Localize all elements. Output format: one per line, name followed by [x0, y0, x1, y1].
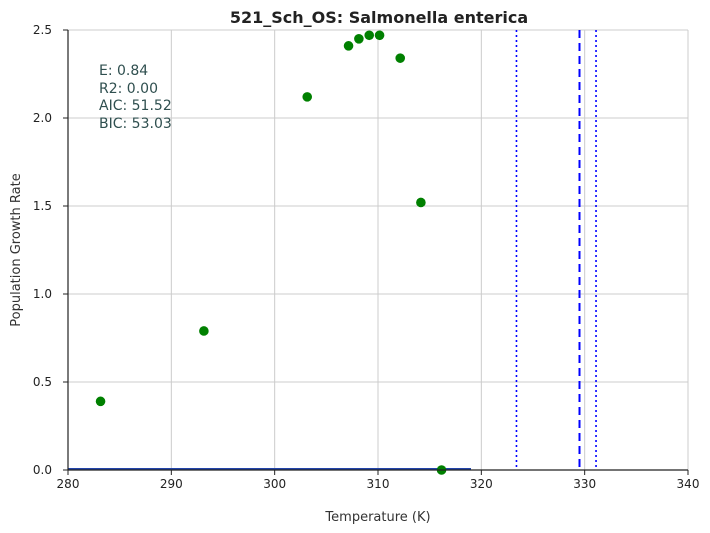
- data-point: [302, 92, 313, 102]
- stat-e: E: 0.84: [99, 63, 148, 79]
- data-point: [364, 30, 375, 41]
- x-tick-label: 290: [160, 477, 183, 491]
- data-point: [199, 326, 209, 336]
- data-points: [95, 30, 447, 475]
- x-tick-label: 300: [263, 477, 286, 491]
- stat-r2: R2: 0.00: [99, 81, 158, 97]
- y-axis-label: Population Growth Rate: [9, 173, 24, 326]
- data-point: [343, 41, 354, 51]
- data-point: [416, 197, 426, 208]
- tick-labels: 280 290 300 310 320 330 340 0.0 0.5 1.0 1.5 2.0 2.5: [33, 23, 700, 491]
- stat-aic: AIC: 51.52: [99, 98, 172, 114]
- data-point: [354, 34, 364, 44]
- x-axis-label: Temperature (K): [324, 510, 430, 525]
- y-tick-label: 0.0: [33, 463, 52, 477]
- x-tick-label: 330: [573, 477, 596, 491]
- y-tick-label: 2.5: [33, 23, 52, 37]
- y-tick-label: 0.5: [33, 375, 52, 389]
- y-tick-label: 2.0: [33, 111, 52, 125]
- data-point: [395, 53, 406, 63]
- y-tick-label: 1.5: [33, 199, 52, 213]
- x-tick-label: 310: [367, 477, 390, 491]
- x-tick-label: 340: [677, 477, 700, 491]
- axes: [63, 29, 689, 475]
- x-tick-label: 280: [57, 477, 80, 491]
- y-tick-label: 1.0: [33, 287, 52, 301]
- threshold-lines: [515, 30, 597, 470]
- fit-statistics: E: 0.84 R2: 0.00 AIC: 51.52 BIC: 53.03: [99, 63, 172, 132]
- x-tick-label: 320: [470, 477, 493, 491]
- grid: [67, 29, 689, 471]
- stat-bic: BIC: 53.03: [99, 116, 172, 132]
- chart-title: 521_Sch_OS: Salmonella enterica: [230, 8, 528, 27]
- data-point: [95, 396, 106, 407]
- data-point: [374, 30, 385, 41]
